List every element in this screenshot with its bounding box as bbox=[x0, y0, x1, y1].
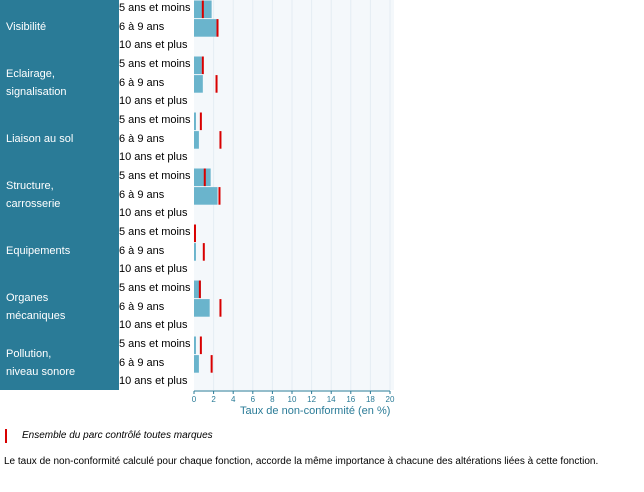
bar bbox=[194, 168, 211, 187]
category-label-line: Structure, bbox=[6, 180, 54, 192]
legend-text: Ensemble du parc contrôlé toutes marques bbox=[22, 430, 213, 441]
age-group-label: 5 ans et moins bbox=[119, 226, 191, 238]
age-group-label: 10 ans et plus bbox=[119, 95, 188, 108]
bar bbox=[194, 280, 201, 299]
bar bbox=[194, 131, 199, 149]
bar bbox=[194, 75, 203, 93]
reference-marker bbox=[218, 187, 221, 205]
age-group-label: 6 à 9 ans bbox=[119, 76, 165, 89]
age-group-label: 6 à 9 ans bbox=[119, 300, 165, 313]
footnote: Le taux de non-conformité calculé pour c… bbox=[4, 456, 599, 467]
reference-marker bbox=[203, 168, 206, 187]
bar bbox=[194, 299, 210, 317]
bar bbox=[194, 19, 217, 37]
category-label-line: signalisation bbox=[6, 86, 67, 98]
age-group-label: 10 ans et plus bbox=[119, 207, 188, 220]
bar bbox=[194, 355, 199, 373]
category-label-line: niveau sonore bbox=[6, 366, 76, 378]
category-label-line: mécaniques bbox=[6, 310, 66, 322]
x-tick-label: 4 bbox=[231, 395, 236, 404]
chart: 0 2 4 6 8 10 12 14 16 18 20 bbox=[192, 0, 395, 404]
age-group-label: 10 ans et plus bbox=[119, 151, 188, 164]
x-tick-label: 16 bbox=[346, 395, 355, 404]
x-tick-label: 8 bbox=[270, 395, 275, 404]
reference-marker bbox=[198, 280, 201, 299]
category-label-line: Pollution, bbox=[6, 348, 52, 360]
x-tick-label: 0 bbox=[192, 395, 197, 404]
age-group-label: 6 à 9 ans bbox=[119, 188, 165, 201]
reference-marker bbox=[201, 0, 204, 19]
category-label-line: Eclairage, bbox=[6, 68, 55, 80]
age-group-label: 5 ans et moins bbox=[119, 282, 191, 294]
age-group-label: 6 à 9 ans bbox=[119, 356, 165, 369]
reference-marker bbox=[216, 19, 219, 37]
category-panel: Visibilité Eclairage, signalisation Liaison… bbox=[0, 0, 119, 390]
age-group-panel: 5 ans et moins 6 à 9 ans 10 ans et plus 5 a… bbox=[119, 0, 194, 390]
bar bbox=[194, 112, 196, 131]
bar bbox=[194, 336, 196, 355]
x-axis-label: Taux de non-conformité (en %) bbox=[240, 405, 391, 417]
x-tick-label: 18 bbox=[366, 395, 375, 404]
x-tick-label: 20 bbox=[386, 395, 395, 404]
age-group-label: 6 à 9 ans bbox=[119, 20, 165, 33]
x-tick-label: 10 bbox=[288, 395, 297, 404]
age-group-label: 5 ans et moins bbox=[119, 170, 191, 182]
age-group-label: 5 ans et moins bbox=[119, 114, 191, 126]
plot-area bbox=[194, 0, 394, 390]
age-group-label: 10 ans et plus bbox=[119, 39, 188, 52]
category-label: Eclairage, signalisation bbox=[6, 65, 116, 101]
reference-marker bbox=[219, 131, 222, 149]
bar bbox=[194, 56, 202, 75]
age-group-label: 6 à 9 ans bbox=[119, 244, 165, 257]
category-label: Structure, carrosserie bbox=[6, 177, 116, 213]
age-group-label: 10 ans et plus bbox=[119, 375, 188, 388]
reference-marker bbox=[219, 299, 222, 317]
age-group-label: 6 à 9 ans bbox=[119, 132, 165, 145]
reference-marker bbox=[199, 336, 202, 355]
x-tick-label: 6 bbox=[251, 395, 256, 404]
category-label-line: Organes bbox=[6, 292, 49, 304]
category-label: Equipements bbox=[6, 242, 116, 260]
bar bbox=[194, 187, 218, 205]
category-label-line: carrosserie bbox=[6, 198, 61, 210]
category-label-line: Liaison au sol bbox=[6, 133, 74, 145]
category-label: Visibilité bbox=[6, 18, 116, 36]
reference-marker bbox=[202, 243, 205, 261]
reference-marker bbox=[199, 112, 202, 131]
category-label: Liaison au sol bbox=[6, 130, 116, 148]
x-tick-label: 14 bbox=[327, 395, 336, 404]
reference-marker bbox=[215, 75, 218, 93]
reference-marker bbox=[193, 224, 196, 243]
age-group-label: 5 ans et moins bbox=[119, 58, 191, 70]
category-label-line: Equipements bbox=[6, 245, 71, 257]
x-tick-label: 2 bbox=[211, 395, 216, 404]
age-group-label: 10 ans et plus bbox=[119, 319, 188, 332]
legend-marker bbox=[5, 429, 7, 443]
category-label: Pollution, niveau sonore bbox=[6, 345, 116, 381]
age-group-label: 5 ans et moins bbox=[119, 338, 191, 350]
age-group-label: 10 ans et plus bbox=[119, 263, 188, 276]
x-tick-label: 12 bbox=[307, 395, 316, 404]
reference-marker bbox=[210, 355, 213, 373]
category-label: Organes mécaniques bbox=[6, 289, 116, 325]
category-label-line: Visibilité bbox=[6, 21, 47, 33]
reference-marker bbox=[201, 56, 204, 75]
bar bbox=[194, 243, 196, 261]
age-group-label: 5 ans et moins bbox=[119, 2, 191, 14]
